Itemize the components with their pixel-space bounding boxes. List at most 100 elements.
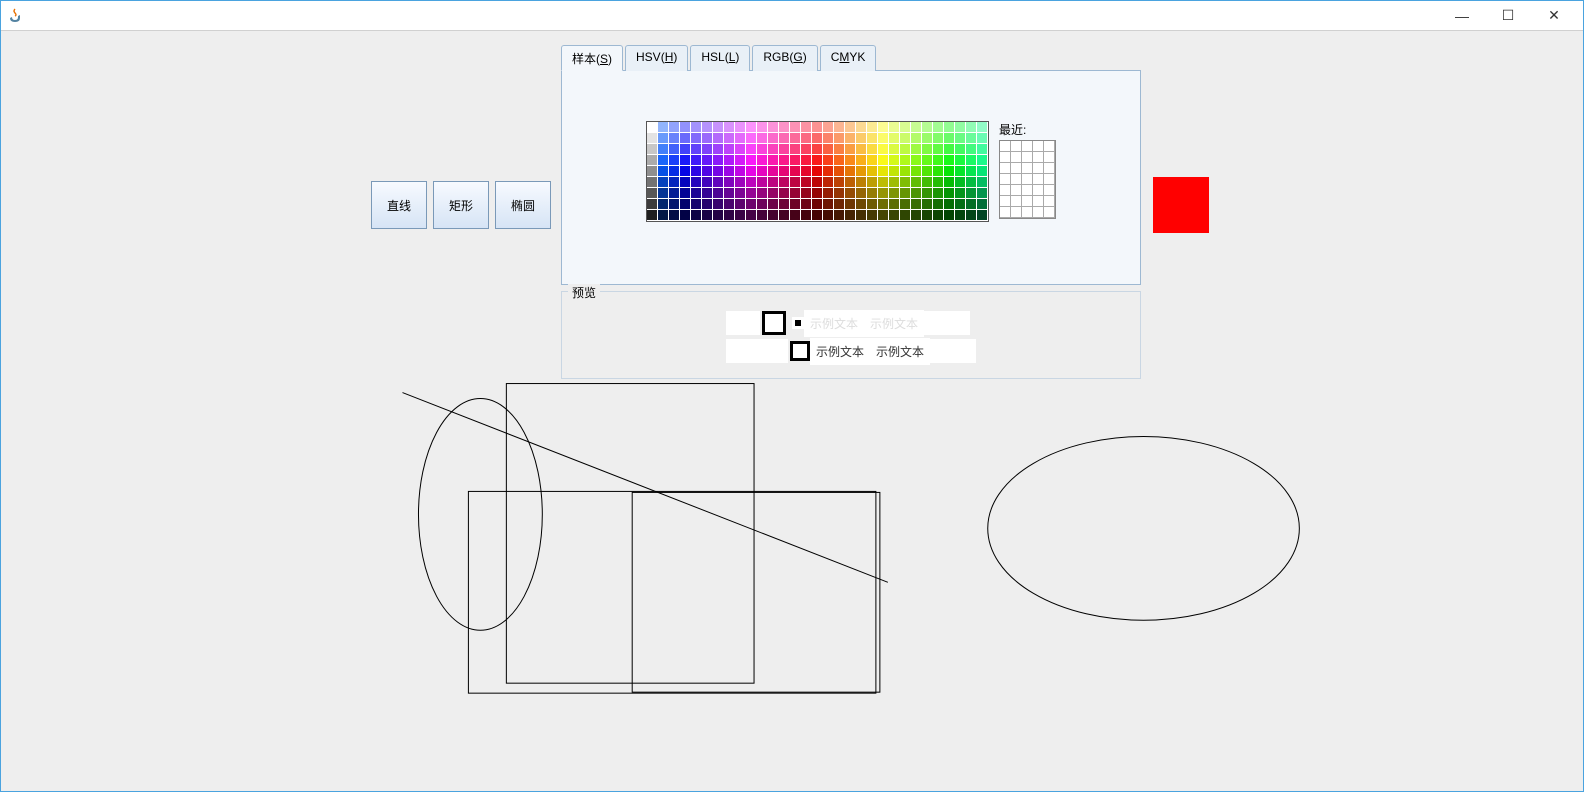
swatch-cell[interactable] xyxy=(878,177,889,188)
swatch-cell[interactable] xyxy=(834,210,845,221)
swatch-cell[interactable] xyxy=(878,144,889,155)
swatch-cell[interactable] xyxy=(955,177,966,188)
swatch-cell[interactable] xyxy=(944,199,955,210)
swatch-cell[interactable] xyxy=(889,122,900,133)
swatch-cell[interactable] xyxy=(977,199,988,210)
swatch-cell[interactable] xyxy=(834,122,845,133)
swatch-cell[interactable] xyxy=(702,177,713,188)
swatch-cell[interactable] xyxy=(878,166,889,177)
swatch-cell[interactable] xyxy=(911,188,922,199)
swatch-cell[interactable] xyxy=(922,122,933,133)
swatch-cell[interactable] xyxy=(944,155,955,166)
swatch-cell[interactable] xyxy=(900,210,911,221)
recent-cell[interactable] xyxy=(1033,207,1044,218)
swatch-cell[interactable] xyxy=(911,144,922,155)
swatch-cell[interactable] xyxy=(977,155,988,166)
swatch-cell[interactable] xyxy=(933,199,944,210)
swatch-cell[interactable] xyxy=(779,210,790,221)
swatch-cell[interactable] xyxy=(724,144,735,155)
swatch-cell[interactable] xyxy=(845,188,856,199)
swatch-cell[interactable] xyxy=(746,199,757,210)
recent-cell[interactable] xyxy=(1044,196,1055,207)
swatch-cell[interactable] xyxy=(922,188,933,199)
recent-cell[interactable] xyxy=(1033,174,1044,185)
swatch-cell[interactable] xyxy=(669,188,680,199)
swatch-cell[interactable] xyxy=(922,155,933,166)
swatch-cell[interactable] xyxy=(856,166,867,177)
recent-cell[interactable] xyxy=(1044,185,1055,196)
swatch-cell[interactable] xyxy=(966,122,977,133)
swatch-cell[interactable] xyxy=(812,155,823,166)
swatch-cell[interactable] xyxy=(768,177,779,188)
tab-cmyk[interactable]: CMYK xyxy=(820,45,877,71)
swatch-cell[interactable] xyxy=(856,199,867,210)
swatch-cell[interactable] xyxy=(779,177,790,188)
swatch-cell[interactable] xyxy=(713,144,724,155)
swatch-cell[interactable] xyxy=(680,155,691,166)
swatch-cell[interactable] xyxy=(845,144,856,155)
swatch-cell[interactable] xyxy=(944,122,955,133)
swatch-cell[interactable] xyxy=(801,210,812,221)
recent-cell[interactable] xyxy=(1044,207,1055,218)
swatch-cell[interactable] xyxy=(812,133,823,144)
swatch-cell[interactable] xyxy=(955,166,966,177)
swatch-cell[interactable] xyxy=(713,188,724,199)
recent-cell[interactable] xyxy=(1011,141,1022,152)
swatch-cell[interactable] xyxy=(823,177,834,188)
swatch-cell[interactable] xyxy=(966,144,977,155)
swatch-cell[interactable] xyxy=(889,166,900,177)
swatch-cell[interactable] xyxy=(658,177,669,188)
swatch-cell[interactable] xyxy=(966,166,977,177)
swatch-cell[interactable] xyxy=(691,122,702,133)
swatch-cell[interactable] xyxy=(669,177,680,188)
swatch-cell[interactable] xyxy=(812,122,823,133)
swatch-cell[interactable] xyxy=(944,133,955,144)
swatch-cell[interactable] xyxy=(757,188,768,199)
recent-cell[interactable] xyxy=(1022,196,1033,207)
swatch-cell[interactable] xyxy=(834,166,845,177)
swatch-cell[interactable] xyxy=(823,122,834,133)
swatch-cell[interactable] xyxy=(768,155,779,166)
swatch-cell[interactable] xyxy=(658,122,669,133)
tab-swatches[interactable]: 样本(S) xyxy=(561,45,623,71)
line-tool-button[interactable]: 直线 xyxy=(371,181,427,229)
swatch-cell[interactable] xyxy=(757,199,768,210)
swatch-cell[interactable] xyxy=(834,144,845,155)
recent-cell[interactable] xyxy=(1000,174,1011,185)
swatch-cell[interactable] xyxy=(779,199,790,210)
swatch-cell[interactable] xyxy=(746,155,757,166)
recent-cell[interactable] xyxy=(1033,185,1044,196)
swatch-cell[interactable] xyxy=(900,166,911,177)
swatch-cell[interactable] xyxy=(691,144,702,155)
swatch-cell[interactable] xyxy=(724,166,735,177)
swatch-cell[interactable] xyxy=(669,155,680,166)
swatch-cell[interactable] xyxy=(966,155,977,166)
swatch-cell[interactable] xyxy=(933,188,944,199)
swatch-cell[interactable] xyxy=(790,188,801,199)
swatch-cell[interactable] xyxy=(834,177,845,188)
swatch-cell[interactable] xyxy=(790,166,801,177)
swatch-cell[interactable] xyxy=(735,133,746,144)
swatch-cell[interactable] xyxy=(768,133,779,144)
swatch-cell[interactable] xyxy=(713,166,724,177)
swatch-cell[interactable] xyxy=(856,133,867,144)
swatch-cell[interactable] xyxy=(647,199,658,210)
swatch-cell[interactable] xyxy=(757,177,768,188)
swatch-cell[interactable] xyxy=(823,210,834,221)
recent-cell[interactable] xyxy=(1033,196,1044,207)
recent-cell[interactable] xyxy=(1033,152,1044,163)
swatch-cell[interactable] xyxy=(735,188,746,199)
swatch-cell[interactable] xyxy=(823,199,834,210)
swatch-cell[interactable] xyxy=(757,144,768,155)
recent-cell[interactable] xyxy=(1044,152,1055,163)
swatch-cell[interactable] xyxy=(867,199,878,210)
swatch-cell[interactable] xyxy=(900,188,911,199)
swatch-cell[interactable] xyxy=(801,155,812,166)
swatch-cell[interactable] xyxy=(911,166,922,177)
swatch-cell[interactable] xyxy=(867,133,878,144)
swatch-cell[interactable] xyxy=(713,122,724,133)
swatch-cell[interactable] xyxy=(801,177,812,188)
swatch-cell[interactable] xyxy=(735,144,746,155)
swatch-cell[interactable] xyxy=(911,199,922,210)
recent-cell[interactable] xyxy=(1022,174,1033,185)
